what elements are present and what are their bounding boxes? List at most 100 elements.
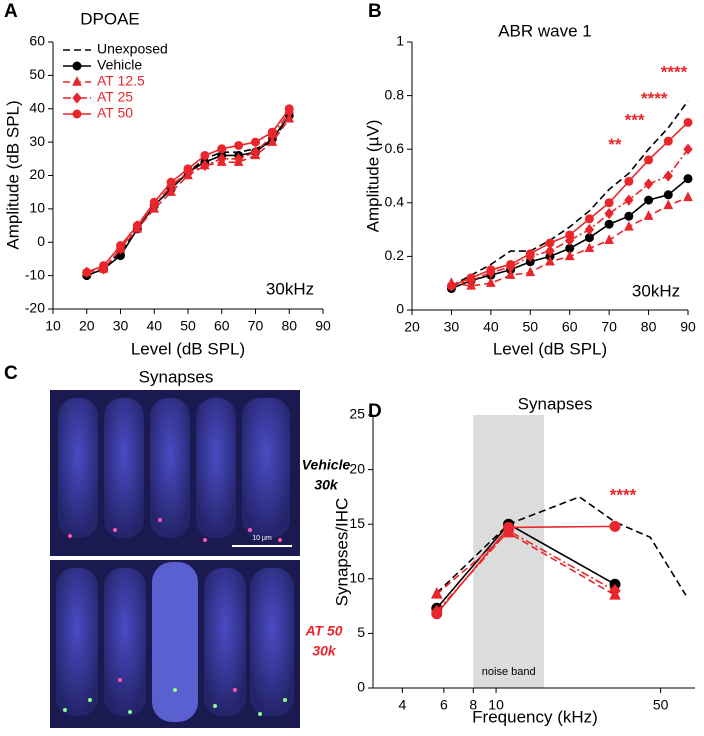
marker — [624, 194, 634, 206]
marker — [149, 197, 159, 207]
x-tick-label: 40 — [483, 319, 499, 335]
annotation: 30kHz — [266, 279, 314, 298]
cells — [56, 398, 294, 722]
y-tick-label: 0 — [357, 679, 365, 695]
condition-label: Vehicle — [302, 457, 351, 473]
marker — [503, 521, 515, 533]
marker — [267, 127, 277, 137]
marker — [663, 190, 673, 200]
puncta — [63, 518, 287, 716]
significance: *** — [625, 111, 645, 130]
panel-title: Synapses — [139, 367, 214, 386]
y-tick-label: 10 — [349, 570, 365, 586]
marker — [250, 146, 261, 158]
x-tick-label: 90 — [680, 319, 696, 335]
marker — [525, 266, 536, 277]
panel-label: B — [368, 1, 382, 22]
legend-marker — [72, 109, 82, 119]
x-tick-label: 60 — [214, 318, 230, 334]
marker — [132, 221, 142, 231]
marker — [82, 267, 92, 277]
chart-title: DPOAE — [80, 9, 140, 28]
marker — [609, 520, 621, 532]
chart-title: ABR wave 1 — [498, 21, 592, 40]
marker — [99, 261, 109, 271]
marker — [545, 238, 555, 248]
marker — [564, 250, 575, 261]
marker — [604, 207, 614, 220]
legend-marker — [72, 76, 82, 86]
marker — [466, 273, 476, 283]
marker — [683, 191, 693, 202]
legend-label: Vehicle — [97, 57, 142, 73]
marker — [217, 153, 227, 165]
marker — [584, 224, 595, 236]
x-tick-label: 4 — [399, 697, 407, 713]
legend-marker — [72, 61, 82, 71]
marker — [604, 219, 614, 229]
marker — [643, 210, 654, 220]
y-tick-label: 20 — [29, 166, 45, 182]
legend-label: AT 12.5 — [97, 73, 145, 89]
marker — [486, 277, 496, 287]
marker — [525, 249, 535, 259]
marker — [683, 174, 693, 184]
series-line — [451, 100, 689, 287]
marker — [644, 155, 654, 165]
significance: **** — [661, 62, 688, 81]
series-line — [451, 148, 689, 287]
y-tick-label: 5 — [357, 624, 365, 640]
marker — [166, 186, 176, 196]
marker — [267, 136, 278, 146]
y-tick-label: 30 — [29, 133, 45, 149]
y-tick-label: 40 — [29, 99, 45, 115]
y-tick-label: 1 — [396, 33, 404, 49]
legend-label: Unexposed — [97, 41, 168, 57]
legend-label: AT 25 — [97, 89, 133, 105]
marker — [251, 137, 260, 147]
chart-title: Synapses — [518, 394, 593, 413]
noise-band — [473, 415, 545, 688]
panel-label: C — [4, 363, 18, 384]
x-tick-label: 80 — [641, 319, 657, 335]
y-tick-label: 60 — [29, 33, 45, 49]
y-axis-label: Amplitude (µV) — [363, 120, 382, 233]
marker — [643, 178, 654, 190]
series-line — [436, 495, 687, 596]
marker — [565, 230, 575, 240]
marker — [609, 584, 621, 598]
panel-label: A — [4, 1, 18, 22]
scale-bar-label: 10 μm — [252, 535, 272, 542]
image-panel: C Synapses 10 μm Vehicle 30k AT 50 30k — [4, 363, 350, 728]
marker — [644, 195, 654, 205]
marker — [234, 140, 244, 150]
marker — [505, 269, 516, 279]
y-axis-label: Amplitude (dB SPL) — [3, 100, 22, 249]
marker — [486, 265, 496, 275]
series-line — [451, 121, 689, 287]
y-tick-label: -20 — [25, 300, 45, 316]
y-tick-label: 0.2 — [385, 247, 405, 263]
marker — [565, 234, 575, 246]
marker — [233, 153, 244, 165]
marker — [624, 221, 634, 231]
marker — [604, 198, 614, 208]
marker — [284, 104, 294, 114]
x-tick-label: 60 — [562, 319, 578, 335]
marker — [683, 117, 693, 127]
marker — [683, 143, 693, 155]
x-axis-label: Frequency (kHz) — [472, 707, 598, 726]
band-label: noise band — [482, 666, 536, 678]
y-tick-label: 15 — [349, 515, 365, 531]
marker — [446, 281, 456, 291]
marker — [663, 136, 673, 146]
x-tick-label: 30 — [113, 318, 129, 334]
x-tick-label: 10 — [488, 697, 504, 713]
marker — [663, 170, 673, 182]
marker — [604, 234, 614, 245]
significance: ** — [608, 135, 622, 154]
x-tick-label: 70 — [601, 319, 617, 335]
annotation: 30kHz — [632, 281, 680, 300]
significance: **** — [641, 89, 668, 108]
x-tick-label: 80 — [281, 318, 297, 334]
